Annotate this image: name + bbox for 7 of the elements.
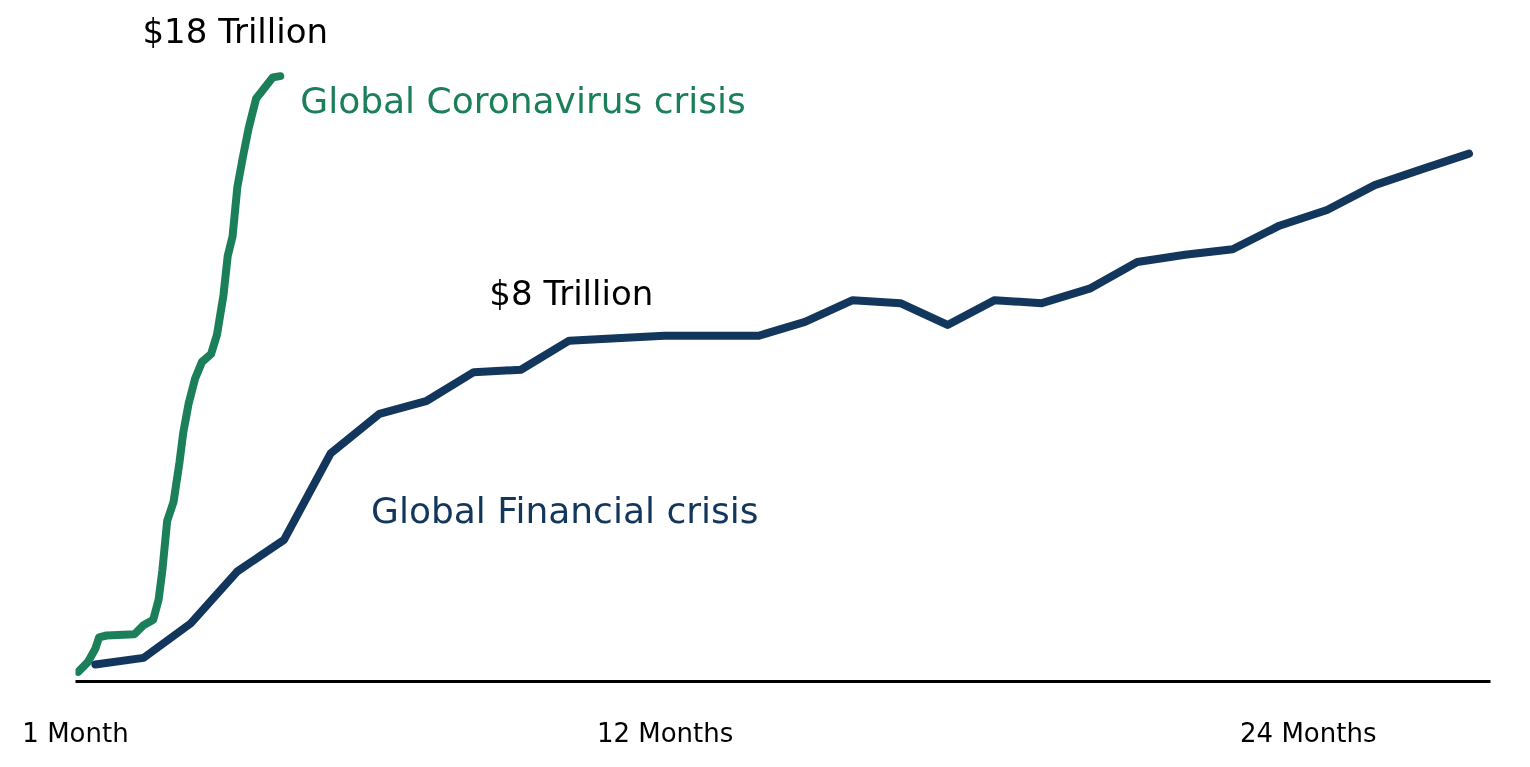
x-tick-label: 24 Months — [1240, 717, 1377, 748]
annotation: $18 Trillion — [142, 11, 329, 52]
series-label: Global Financial crisis — [371, 490, 759, 532]
x-tick-label: 1 Month — [22, 717, 129, 748]
series-label: Global Coronavirus crisis — [300, 80, 746, 122]
annotation: $8 Trillion — [489, 273, 654, 314]
x-tick-label: 12 Months — [596, 717, 734, 748]
